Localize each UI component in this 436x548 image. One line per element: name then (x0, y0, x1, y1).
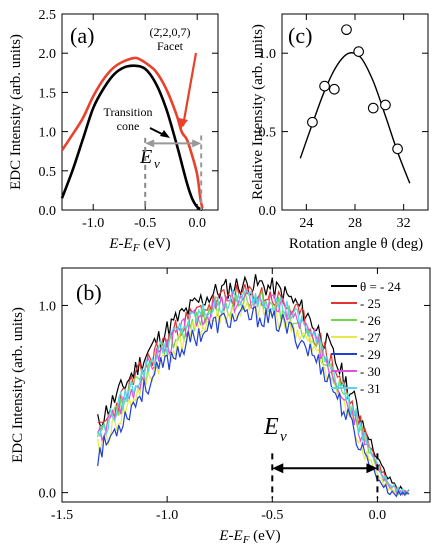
panel-a-ev-label: E v (139, 146, 160, 171)
panel-b-x-tick-label: -1.0 (156, 508, 178, 523)
svg-text:E: E (263, 414, 279, 440)
panel-a-x-tick-label: -0.5 (134, 216, 156, 231)
transition-arrow-head (160, 130, 170, 138)
panel-b-curves (97, 274, 410, 498)
panel-b-x-tick-label: 0.0 (369, 508, 387, 523)
panel-c-data-point (367, 102, 379, 114)
panel-c-x-axis-label: Rotation angle θ (deg) (289, 236, 423, 252)
panel-b: -1.5 -1.0 -0.5 0.0 0.0 1.0 (b) EDC Intensity … (10, 267, 431, 546)
facet-label-line2: Facet (157, 39, 184, 53)
panel-b-frame (61, 267, 431, 503)
panel-c: 24 28 32 0.0 0.5 1.0 (c) Relative Intensity (… (250, 13, 429, 252)
panel-b-ev-arrowhead-left (272, 463, 284, 474)
panel-a-x-tick-label: 0.0 (188, 216, 206, 231)
facet-arrow-head (179, 118, 188, 130)
panel-c-y-axis-label: Relative Intensity (arb. units) (250, 24, 266, 200)
panel-a-ev-arrowhead-left (145, 139, 155, 148)
panel-a: -1.0 -0.5 0.0 0.0 0.5 1.0 1.5 2.0 2.5 (a) EDC In… (8, 8, 219, 254)
panel-a-ev-arrowhead-right (192, 139, 202, 148)
panel-a-y-tick-label: 0.0 (39, 204, 57, 219)
panel-b-ev-label: E v (263, 414, 287, 445)
panel-b-label: (b) (76, 280, 102, 305)
legend-label: - 26 (360, 313, 381, 328)
panel-b-curve-6 (97, 288, 410, 496)
panel-a-y-axis-label: EDC Intensity (arb. units) (8, 34, 24, 190)
panel-a-curves (60, 56, 204, 212)
panel-a-y-tick-label: 2.5 (39, 8, 57, 23)
panel-a-ticks: -1.0 -0.5 0.0 0.0 0.5 1.0 1.5 2.0 2.5 (39, 8, 218, 231)
panel-a-curve-1 (60, 64, 204, 212)
panel-c-data-point (341, 24, 352, 36)
panel-b-legend: θ = - 24 - 25 - 26 - 27 - 29 - 30 - 31 (331, 279, 401, 396)
panel-a-ev-subscript: v (154, 156, 160, 171)
legend-label: θ = - 24 (360, 279, 401, 294)
panel-b-curve-0 (97, 274, 410, 494)
panel-c-data-point (353, 46, 365, 57)
panel-c-y-tick-label: 0.5 (259, 126, 277, 141)
panel-b-x-axis-label: E-EF (eV) (218, 528, 280, 546)
panel-c-x-tick-label: 24 (299, 216, 313, 231)
panel-a-label: (a) (70, 23, 94, 48)
facet-label-line1: (2̄,2,0,7) (150, 25, 191, 39)
panel-c-data-point (328, 83, 340, 95)
panel-a-y-tick-label: 1.5 (39, 86, 57, 101)
panel-c-x-tick-label: 28 (348, 216, 362, 231)
panel-c-y-tick-label: 1.0 (259, 47, 277, 62)
panel-a-annotations: (2̄,2,0,7) Facet Transition cone E v (104, 25, 202, 210)
panel-b-x-tick-label: -1.5 (51, 508, 73, 523)
panel-a-curve-0 (60, 56, 204, 209)
panel-a-x-axis-label: E-EF (eV) (108, 236, 170, 254)
legend-label: - 25 (360, 296, 381, 311)
facet-arrow (181, 52, 198, 127)
panel-b-curve-4 (97, 304, 410, 498)
panel-b-y-tick-label: 1.0 (39, 299, 57, 314)
panel-b-ticks: -1.5 -1.0 -0.5 0.0 0.0 1.0 (39, 268, 430, 523)
panel-c-data-point (307, 116, 318, 128)
transition-label-line1: Transition (104, 105, 153, 119)
panel-a-frame (61, 13, 219, 211)
panel-b-ev-arrowhead-right (366, 463, 378, 474)
panel-c-label: (c) (288, 23, 312, 48)
panel-c-fit-curve (299, 52, 411, 184)
legend-label: - 31 (360, 381, 381, 396)
transition-label-line2: cone (117, 119, 140, 133)
panel-b-y-axis-label: EDC Intensity (arb. units) (10, 307, 26, 463)
panel-a-y-tick-label: 1.0 (39, 126, 57, 141)
legend-label: - 29 (360, 347, 381, 362)
legend-label: - 27 (360, 330, 381, 345)
panel-a-x-tick-label: -1.0 (82, 216, 104, 231)
panel-a-y-tick-label: 2.0 (39, 47, 57, 62)
panel-c-data-point (380, 99, 391, 111)
panel-c-y-tick-label: 0.0 (259, 204, 277, 219)
panel-c-plot (299, 24, 411, 184)
panel-c-data-point (392, 143, 403, 155)
panel-a-y-tick-label: 0.5 (39, 165, 57, 180)
panel-c-x-tick-label: 32 (397, 216, 411, 231)
panel-c-ticks: 24 28 32 0.0 0.5 1.0 (259, 14, 428, 231)
legend-label: - 30 (360, 364, 381, 379)
panel-c-data-point (319, 80, 330, 92)
panel-b-ev-subscript: v (280, 429, 287, 445)
panel-b-y-tick-label: 0.0 (39, 487, 57, 502)
panel-b-x-tick-label: -0.5 (261, 508, 283, 523)
